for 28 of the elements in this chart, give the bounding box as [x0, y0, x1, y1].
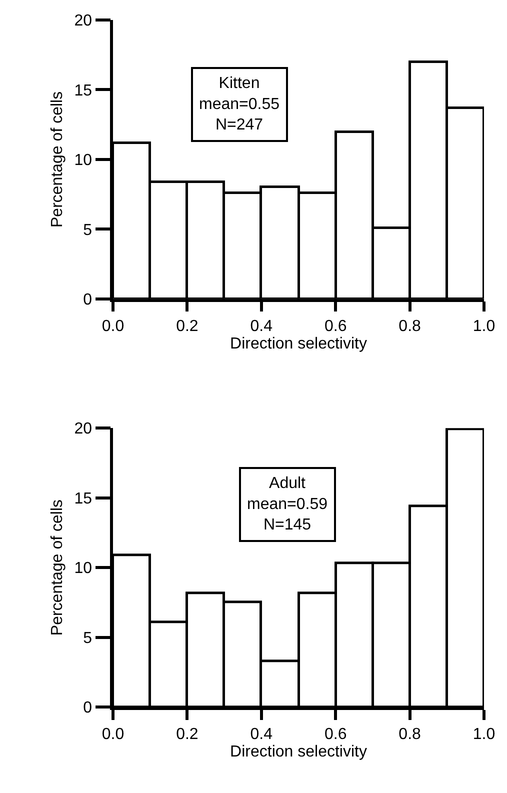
x-tick-label: 0.6	[324, 726, 347, 743]
x-tick-label: 0.8	[398, 318, 422, 335]
y-tick-label: 10	[74, 560, 92, 578]
y-tick-label: 15	[74, 490, 92, 508]
x-axis-title: Direction selectivity	[230, 336, 367, 353]
annotation: Adult mean=0.59 N=145	[247, 475, 328, 534]
x-tick-label: 0.0	[102, 318, 124, 335]
y-tick-label: 0	[83, 292, 92, 309]
y-axis-title: Percentage of cells	[49, 500, 66, 636]
x-axis-title: Direction selectivity	[230, 744, 367, 761]
y-tick-label: 20	[74, 12, 92, 30]
x-tick-label: 0.8	[398, 726, 422, 743]
x-tick-label: 1.0	[472, 318, 496, 335]
y-tick-label: 0	[83, 700, 92, 717]
x-tick-label: 0.2	[176, 318, 198, 335]
y-tick-label: 10	[74, 152, 92, 170]
y-tick-label: 5	[83, 630, 92, 647]
y-tick-label: 15	[74, 82, 92, 100]
y-tick-label: 20	[74, 420, 92, 438]
x-tick-label: 0.6	[324, 318, 347, 335]
x-tick-label: 0.4	[250, 726, 273, 743]
y-axis-title: Percentage of cells	[49, 91, 66, 228]
annotation: Kitten mean=0.55 N=247	[199, 75, 280, 134]
x-tick-label: 1.0	[472, 726, 496, 743]
x-tick-label: 0.0	[102, 726, 124, 743]
x-tick-label: 0.4	[250, 318, 273, 335]
y-tick-label: 5	[83, 222, 92, 239]
x-tick-label: 0.2	[176, 726, 198, 743]
